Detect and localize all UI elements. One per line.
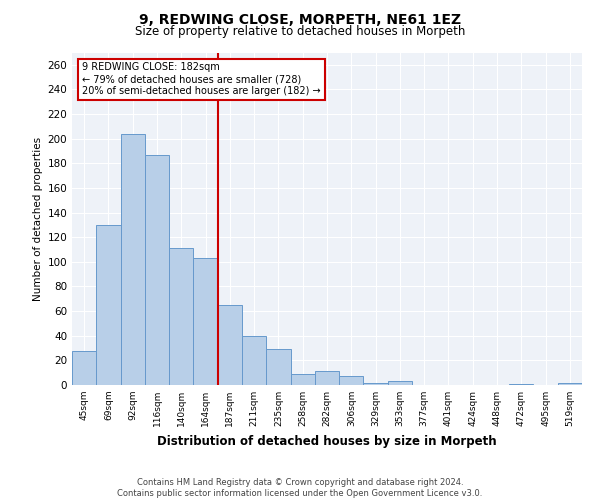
Bar (364, 382, 388, 385)
Bar (315, 372, 339, 385)
Bar (169, 248, 193, 385)
Bar (72, 350, 96, 385)
X-axis label: Distribution of detached houses by size in Morpeth: Distribution of detached houses by size … (157, 434, 497, 448)
Bar (121, 134, 145, 385)
Bar (509, 384, 533, 385)
Y-axis label: Number of detached properties: Number of detached properties (33, 136, 43, 301)
Bar (266, 350, 290, 385)
Bar (218, 305, 242, 385)
Bar (388, 382, 412, 385)
Bar (290, 374, 315, 385)
Text: 9, REDWING CLOSE, MORPETH, NE61 1EZ: 9, REDWING CLOSE, MORPETH, NE61 1EZ (139, 12, 461, 26)
Bar (339, 376, 364, 385)
Text: 9 REDWING CLOSE: 182sqm
← 79% of detached houses are smaller (728)
20% of semi-d: 9 REDWING CLOSE: 182sqm ← 79% of detache… (82, 62, 321, 96)
Text: Size of property relative to detached houses in Morpeth: Size of property relative to detached ho… (135, 25, 465, 38)
Text: Contains HM Land Registry data © Crown copyright and database right 2024.
Contai: Contains HM Land Registry data © Crown c… (118, 478, 482, 498)
Bar (193, 258, 218, 385)
Bar (558, 382, 582, 385)
Bar (145, 154, 169, 385)
Bar (242, 336, 266, 385)
Bar (96, 225, 121, 385)
